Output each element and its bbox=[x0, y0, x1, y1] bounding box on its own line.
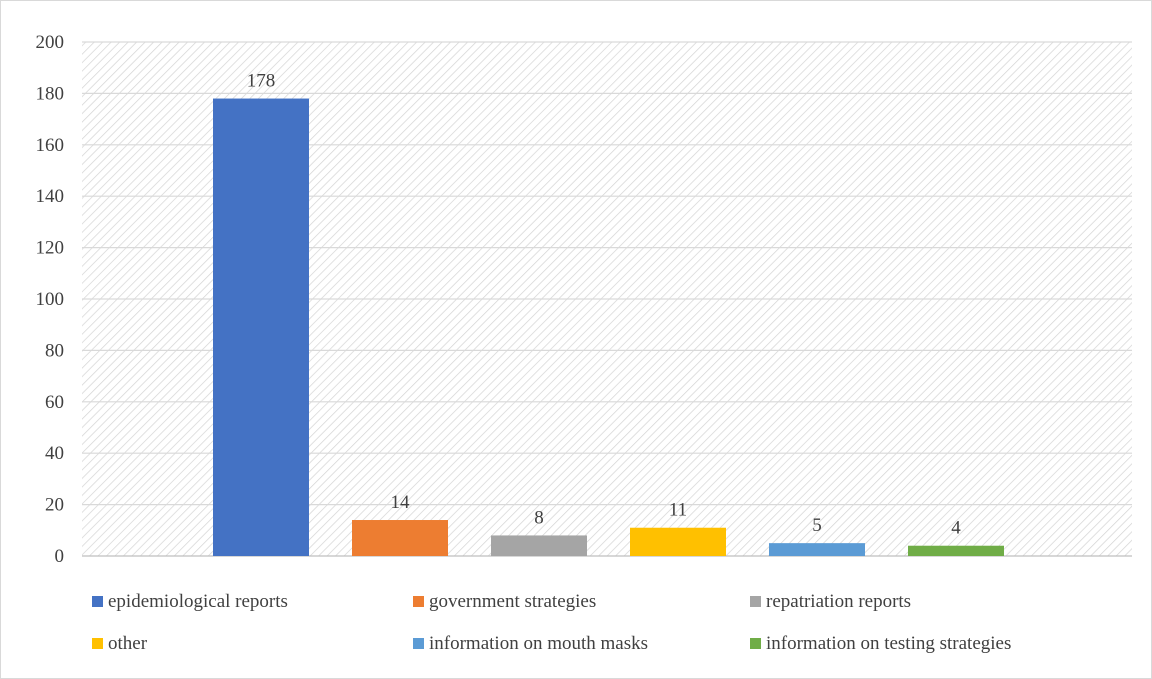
y-axis: 0 20 40 60 80 100 120 140 160 180 200 bbox=[36, 32, 65, 567]
legend-label: government strategies bbox=[429, 591, 596, 612]
legend-label: information on mouth masks bbox=[429, 633, 648, 654]
y-tick-label: 140 bbox=[36, 186, 65, 207]
legend: epidemiological reports government strate… bbox=[92, 591, 1011, 654]
y-tick-label: 0 bbox=[55, 546, 65, 567]
data-label: 14 bbox=[391, 492, 411, 513]
data-label: 5 bbox=[812, 515, 822, 536]
y-tick-label: 200 bbox=[36, 32, 65, 53]
data-label: 4 bbox=[951, 518, 961, 539]
data-label: 11 bbox=[669, 500, 687, 521]
legend-swatch bbox=[750, 638, 761, 649]
legend-label: epidemiological reports bbox=[108, 591, 288, 612]
legend-label: information on testing strategies bbox=[766, 633, 1011, 654]
y-tick-label: 80 bbox=[45, 340, 64, 361]
data-label: 178 bbox=[247, 71, 276, 92]
legend-swatch bbox=[413, 596, 424, 607]
bar-5 bbox=[769, 543, 865, 556]
legend-swatch bbox=[413, 638, 424, 649]
bar-6 bbox=[908, 545, 1004, 556]
legend-item: government strategies bbox=[413, 591, 596, 612]
legend-swatch bbox=[92, 638, 103, 649]
legend-swatch bbox=[92, 596, 103, 607]
bar-3 bbox=[491, 535, 587, 556]
y-tick-label: 20 bbox=[45, 495, 64, 516]
data-label: 8 bbox=[534, 507, 544, 528]
bar-2 bbox=[352, 520, 448, 556]
legend-swatch bbox=[750, 596, 761, 607]
y-tick-label: 180 bbox=[36, 83, 65, 104]
y-tick-label: 120 bbox=[36, 238, 65, 259]
bar-4 bbox=[630, 527, 726, 556]
legend-item: other bbox=[92, 633, 148, 654]
legend-label: other bbox=[108, 633, 148, 654]
legend-label: repatriation reports bbox=[766, 591, 911, 612]
y-tick-label: 40 bbox=[45, 443, 64, 464]
y-tick-label: 160 bbox=[36, 135, 65, 156]
legend-item: information on testing strategies bbox=[750, 633, 1011, 654]
y-tick-label: 100 bbox=[36, 289, 65, 310]
bar-1 bbox=[213, 98, 309, 556]
data-labels: 178 14 8 11 5 4 bbox=[247, 71, 962, 539]
legend-item: repatriation reports bbox=[750, 591, 911, 612]
bars bbox=[213, 98, 1004, 556]
legend-item: information on mouth masks bbox=[413, 633, 648, 654]
y-tick-label: 60 bbox=[45, 392, 64, 413]
legend-item: epidemiological reports bbox=[92, 591, 288, 612]
